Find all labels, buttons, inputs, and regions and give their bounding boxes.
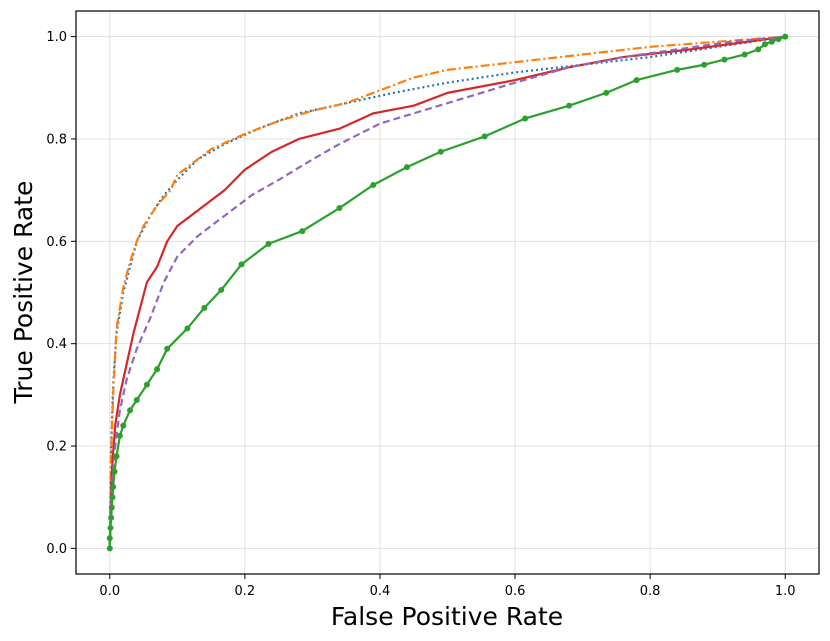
series-point [741,51,748,58]
y-tick-label: 0.2 [46,440,67,455]
series-1 [108,35,786,549]
series-point [201,304,208,311]
series-point [603,89,610,96]
series-point [218,286,225,293]
series-point [674,66,681,73]
series-point [633,77,640,84]
series-point [133,396,140,403]
x-tick-label: 1.0 [775,584,796,599]
series-point [110,483,117,490]
series-line-1 [108,35,786,549]
series-point [566,102,573,109]
series-point [755,46,762,53]
series-point [184,325,191,332]
y-axis-label: True Positive Rate [9,181,38,405]
series-point [111,468,118,475]
series-point [265,240,272,247]
y-tick-label: 0.4 [46,337,67,352]
plot-frame [75,10,820,575]
x-tick-label: 0.4 [370,584,391,599]
x-axis-ticks: 0.0 0.2 0.4 0.6 0.8 1.0 [99,574,796,599]
series-point [768,38,775,45]
series-point [782,33,789,40]
series-3 [108,35,786,549]
x-tick-label: 0.6 [505,584,526,599]
series-point [109,494,116,501]
y-tick-label: 0.8 [46,132,67,147]
series-point [108,504,115,511]
x-tick-label: 0.2 [235,584,256,599]
y-tick-label: 1.0 [46,30,67,45]
series-point [481,133,488,140]
series-point [116,432,123,439]
series-point [775,36,782,43]
plot-area [106,33,789,552]
series-point [143,381,150,388]
series-point [403,164,410,171]
grid-lines [76,11,819,574]
series-point [336,205,343,212]
series-point [107,524,114,531]
y-tick-label: 0.0 [46,542,67,557]
series-point [522,115,529,122]
series-point [299,228,306,235]
series-point [370,182,377,189]
series-line-4 [108,35,786,549]
y-axis-ticks: 0.0 0.2 0.4 0.6 0.8 1.0 [46,30,76,557]
series-point [238,261,245,268]
series-line-0 [108,35,786,549]
series-point [701,61,708,68]
series-point [154,366,161,373]
x-tick-label: 0.8 [640,584,661,599]
series-point [108,514,115,521]
series-line-3 [108,35,786,549]
series-point [106,545,113,552]
series-point [113,453,120,460]
series-point [437,148,444,155]
series-2 [108,35,786,549]
series-point [127,407,134,414]
series-4 [106,33,789,552]
y-tick-label: 0.6 [46,235,67,250]
series-point [721,56,728,63]
series-point [106,535,113,542]
series-point [120,422,127,429]
x-tick-label: 0.0 [99,584,120,599]
series-point [164,345,171,352]
x-axis-label: False Positive Rate [331,602,563,631]
series-point [761,41,768,48]
series-0 [108,35,786,549]
series-line-2 [108,35,786,549]
